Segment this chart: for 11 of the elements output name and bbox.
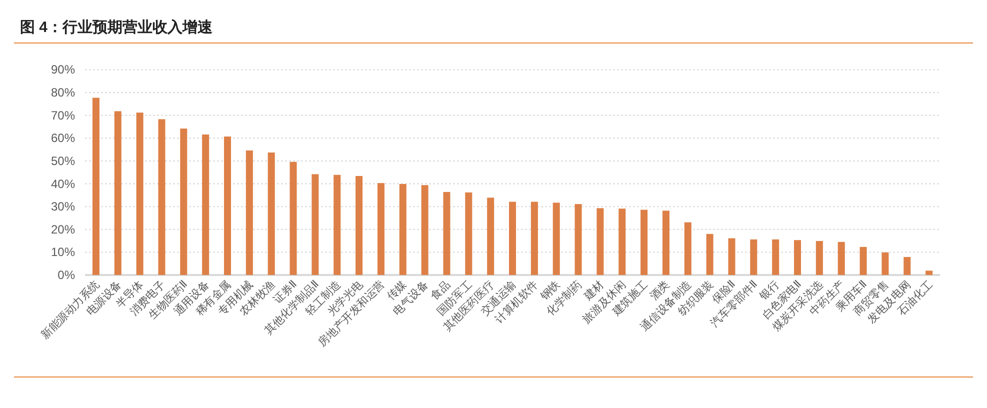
y-tick-label: 50% xyxy=(50,154,76,168)
y-tick-label: 20% xyxy=(50,222,76,236)
y-tick-label: 30% xyxy=(50,200,76,214)
y-tick-label: 10% xyxy=(50,245,76,260)
y-tick-label: 0% xyxy=(58,268,76,282)
y-tick-label: 60% xyxy=(50,131,76,146)
y-tick-label: 90% xyxy=(50,62,76,77)
y-tick-label: 80% xyxy=(50,86,76,100)
y-tick-label: 40% xyxy=(50,176,76,191)
title: 图 4：行业预期营业收入增速 xyxy=(20,19,213,36)
y-tick-label: 70% xyxy=(50,108,76,122)
